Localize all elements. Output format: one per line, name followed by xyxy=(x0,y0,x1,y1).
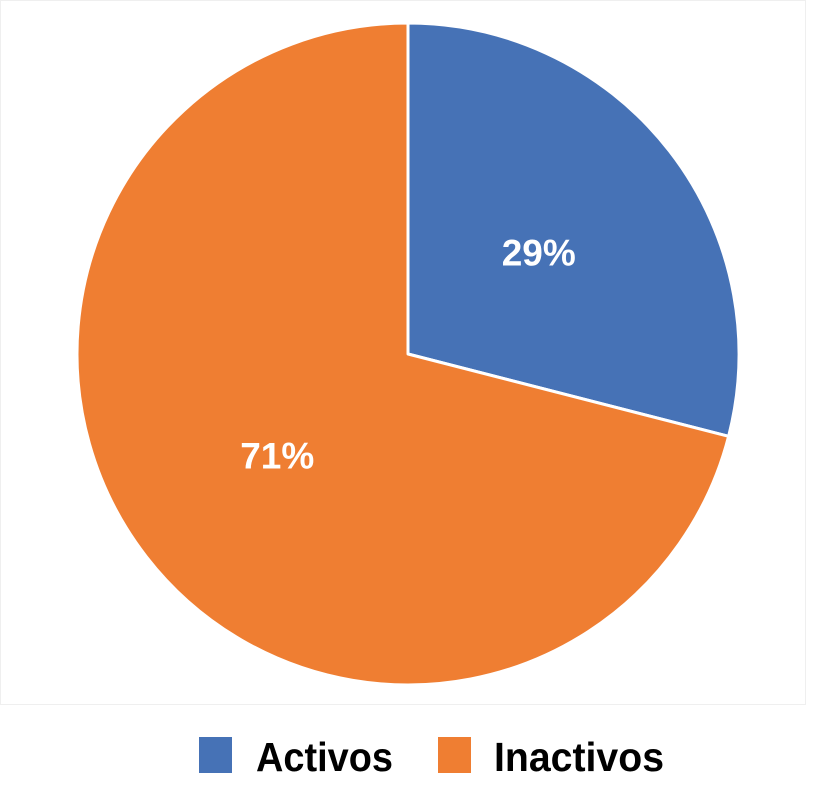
data-label-activos: 29% xyxy=(502,233,576,274)
chart-area xyxy=(0,0,806,705)
legend-swatch-activos xyxy=(199,737,232,773)
legend-label-activos: Activos xyxy=(256,734,393,780)
legend-label-inactivos: Inactivos xyxy=(494,734,664,780)
legend-swatch-inactivos xyxy=(438,737,471,773)
data-label-inactivos: 71% xyxy=(240,435,314,476)
legend-item-inactivos: Inactivos xyxy=(438,734,664,780)
pie-slice-activos xyxy=(406,21,741,438)
pie-slice-inactivos xyxy=(75,21,731,687)
legend-item-activos: Activos xyxy=(199,734,393,780)
